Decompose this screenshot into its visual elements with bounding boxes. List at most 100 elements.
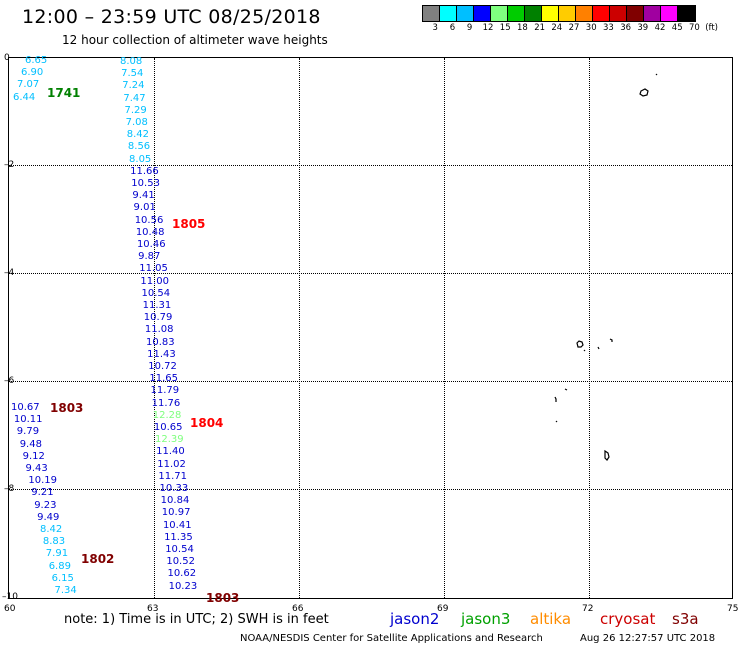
wave-height-value: 8.05 — [129, 153, 152, 165]
color-swatch — [593, 6, 610, 21]
wave-height-value: 6.90 — [21, 67, 44, 79]
legend-cryosat: cryosat — [600, 610, 656, 628]
wave-height-value: 9.79 — [16, 426, 40, 438]
grid-line-lon — [444, 58, 445, 598]
island-outline — [576, 340, 584, 348]
wave-height-value: 8.08 — [120, 56, 143, 67]
grid-line-lon — [299, 58, 300, 598]
y-tick-label: –6 — [4, 376, 15, 386]
wave-height-value: 6.89 — [48, 560, 71, 572]
wave-height-value: 10.33 — [159, 483, 189, 494]
color-scale-label: 12 — [482, 23, 494, 33]
wave-height-value: 7.91 — [45, 548, 69, 560]
wave-height-value: 9.41 — [132, 190, 155, 202]
orbit-label: 1803 — [50, 401, 84, 415]
x-tick-label: 75 — [727, 604, 739, 614]
color-scale-label: 21 — [534, 23, 546, 33]
wave-height-value: 9.43 — [25, 463, 48, 474]
wave-height-value: 7.07 — [17, 79, 40, 91]
wave-height-value: 12.28 — [152, 409, 182, 421]
orbit-label: 1741 — [47, 86, 81, 100]
legend-altika: altika — [530, 610, 572, 628]
wave-height-value: 8.83 — [42, 536, 66, 548]
color-swatch — [610, 6, 627, 21]
wave-height-value: 11.35 — [164, 531, 193, 543]
color-swatch — [474, 6, 491, 21]
wave-height-value: 10.19 — [28, 475, 58, 487]
legend-jason2: jason2 — [390, 610, 440, 628]
grid-line-lat — [9, 489, 732, 490]
color-swatch — [661, 6, 678, 21]
color-scale-label: 30 — [585, 23, 597, 33]
x-tick-label: 66 — [292, 604, 304, 614]
orbit-label: 1805 — [172, 217, 206, 231]
color-scale-label: 36 — [620, 23, 632, 33]
wave-height-value: 7.24 — [122, 80, 145, 92]
wave-height-value: 11.31 — [142, 300, 172, 311]
color-swatch — [559, 6, 576, 21]
island-outline — [639, 88, 649, 97]
color-swatch — [508, 6, 525, 21]
color-scale-label: 24 — [551, 23, 563, 33]
wave-height-value: 10.48 — [135, 226, 165, 238]
wave-height-value: 8.42 — [126, 129, 150, 141]
wave-height-value: 6.65 — [25, 55, 48, 66]
orbit-label: 1803 — [206, 591, 240, 605]
wave-height-value: 11.71 — [158, 470, 188, 482]
map-subtitle: 12 hour collection of altimeter wave hei… — [62, 33, 328, 47]
color-scale-label: 15 — [499, 23, 511, 33]
wave-height-value: 11.76 — [151, 397, 181, 409]
y-tick-label: 0 — [4, 53, 10, 63]
wave-height-value: 9.12 — [22, 450, 45, 462]
wave-height-value: 10.52 — [166, 556, 195, 568]
color-scale-label: 33 — [603, 23, 614, 33]
wave-height-value: 10.84 — [160, 495, 190, 507]
wave-height-value: 10.67 — [11, 402, 40, 413]
y-tick-label: –10 — [2, 592, 18, 602]
island-outline — [564, 388, 568, 391]
island-outline — [604, 449, 610, 461]
wave-height-value: 10.41 — [162, 519, 192, 531]
island-outline — [554, 396, 557, 402]
wave-height-value: 10.54 — [165, 544, 194, 555]
color-swatch — [525, 6, 542, 21]
wave-height-value: 7.47 — [123, 92, 146, 104]
color-swatch — [440, 6, 457, 21]
color-swatch — [457, 6, 474, 21]
grid-line-lat — [9, 381, 732, 382]
wave-height-value: 9.48 — [19, 438, 42, 450]
grid-line-lat — [9, 273, 732, 274]
wave-height-value: 11.43 — [147, 348, 176, 360]
footer-timestamp: Aug 26 12:27:57 UTC 2018 — [580, 633, 716, 644]
wave-height-value: 10.62 — [167, 568, 197, 580]
wave-height-value: 10.11 — [13, 414, 43, 426]
grid-line-lon — [589, 58, 590, 598]
orbit-label: 1804 — [190, 416, 224, 430]
y-tick-label: –8 — [4, 484, 15, 494]
island-outline — [609, 338, 613, 342]
legend-jason3: jason3 — [461, 610, 511, 628]
color-swatch — [423, 6, 440, 21]
wave-height-value: 9.01 — [133, 202, 156, 214]
orbit-label: 1802 — [81, 552, 115, 566]
grid-line-lon — [154, 58, 155, 598]
wave-height-value: 10.65 — [153, 422, 183, 433]
wave-height-value: 10.79 — [143, 312, 173, 324]
wave-height-value: 7.29 — [124, 104, 147, 116]
wave-height-value: 11.05 — [139, 263, 168, 275]
wave-height-value: 11.00 — [140, 275, 169, 287]
footer-credit: NOAA/NESDIS Center for Satellite Applica… — [240, 633, 543, 644]
wave-height-value: 11.40 — [156, 446, 185, 458]
color-scale-label: 42 — [654, 23, 666, 33]
map-title: 12:00 – 23:59 UTC 08/25/2018 — [22, 6, 321, 28]
y-tick-label: –2 — [4, 160, 15, 170]
color-scale-label: 3 — [432, 23, 438, 33]
wave-height-value: 9.49 — [37, 511, 60, 523]
color-swatch — [678, 6, 695, 21]
color-scale-label: 27 — [568, 23, 580, 33]
wave-height-value: 9.21 — [31, 487, 54, 499]
island-outline — [597, 346, 600, 350]
color-swatch — [491, 6, 508, 21]
color-scale-label: 70 — [689, 23, 700, 33]
